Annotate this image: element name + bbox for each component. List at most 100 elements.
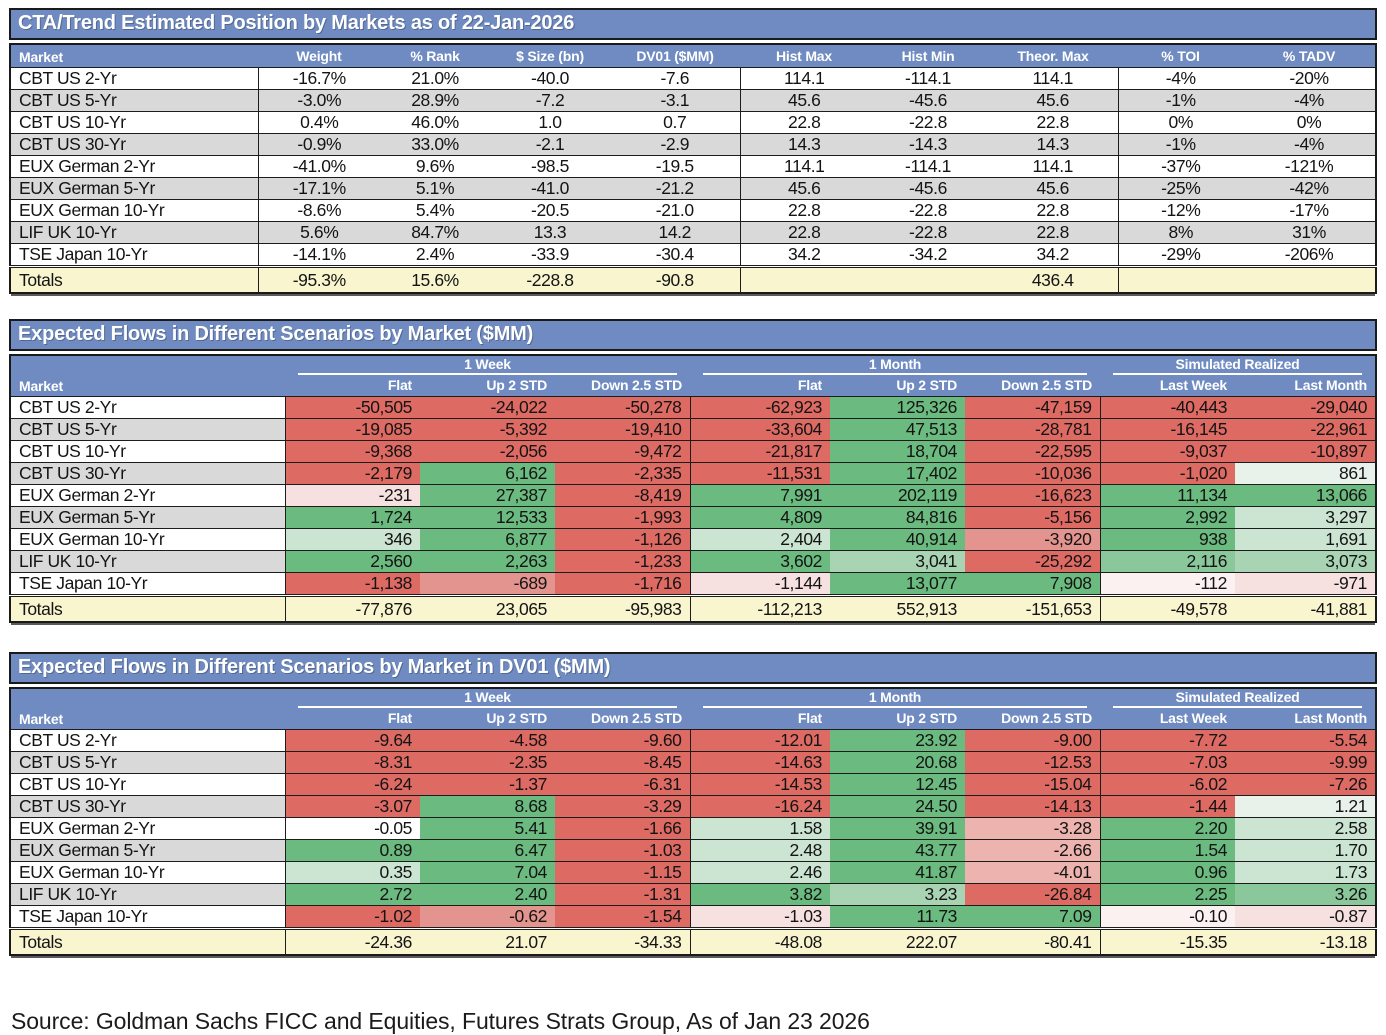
value-cell: -16.24	[689, 795, 830, 818]
cell: -45.6	[868, 89, 988, 112]
table-row: CBT US 30-Yr -0.9% 33.0% -2.1 -2.9 14.3 -14.3 1…	[10, 133, 1376, 156]
column-header: Flat	[285, 708, 420, 730]
cell: -33.9	[490, 243, 610, 267]
value-cell: -0.10	[1099, 905, 1236, 929]
value-cell: -689	[420, 572, 555, 596]
cell: 45.6	[739, 177, 868, 200]
value-cell: 2.58	[1235, 817, 1377, 840]
market-cell: CBT US 30-Yr	[10, 133, 258, 156]
totals-cell	[868, 265, 988, 293]
value-cell: -19,085	[284, 418, 420, 441]
table-row: EUX German 5-Yr 1,724 12,533 -1,993 4,809 84,…	[10, 506, 1377, 529]
value-cell: 1.21	[1235, 795, 1377, 818]
cell: -2.9	[610, 133, 740, 156]
cell: -17.1%	[257, 177, 380, 200]
column-header: Hist Max	[740, 44, 868, 68]
value-cell: 17,402	[830, 462, 965, 485]
value-cell: -1,993	[555, 506, 690, 529]
cell: 14.3	[988, 133, 1118, 156]
cell: -7.2	[490, 89, 610, 112]
table-row: CBT US 10-Yr -6.24 -1.37 -6.31 -14.53 12.45 -1…	[10, 773, 1377, 796]
value-cell: 1.58	[689, 817, 830, 840]
value-cell: 2.40	[420, 883, 555, 906]
column-header: Market	[10, 44, 258, 68]
cell: -41.0	[490, 177, 610, 200]
column-header: Hist Min	[868, 44, 988, 68]
market-cell: CBT US 5-Yr	[10, 89, 258, 112]
column-header: Up 2 STD	[830, 708, 965, 730]
column-header: % Rank	[380, 44, 490, 68]
cell: -25%	[1117, 177, 1243, 200]
cell: -21.0	[610, 199, 740, 222]
table-row: LIF UK 10-Yr 2.72 2.40 -1.31 3.82 3.23 -26.84 2…	[10, 883, 1377, 906]
value-cell: 5.41	[420, 817, 555, 840]
value-cell: -22,595	[965, 440, 1101, 463]
market-cell: CBT US 30-Yr	[10, 462, 285, 485]
value-cell: 2.20	[1099, 817, 1236, 840]
cell: 114.1	[988, 155, 1118, 178]
cell: -20.5	[490, 199, 610, 222]
value-cell: -9.60	[555, 729, 690, 752]
value-cell: 47,513	[830, 418, 965, 441]
totals-cell: 222.07	[830, 927, 965, 955]
column-header: Down 2.5 STD	[965, 375, 1101, 397]
market-cell: EUX German 5-Yr	[10, 177, 258, 200]
table-row: CBT US 5-Yr -3.0% 28.9% -7.2 -3.1 45.6 -45.6 45…	[10, 89, 1376, 112]
totals-cell: -95.3%	[257, 265, 380, 293]
value-cell: -8,419	[555, 484, 690, 507]
value-cell: 23.92	[830, 729, 965, 752]
value-cell: -21,817	[689, 440, 830, 463]
value-cell: -1.66	[555, 817, 690, 840]
column-header: Flat	[690, 708, 830, 730]
flows-dv01-table-section: Expected Flows in Different Scenarios by…	[9, 652, 1378, 956]
value-cell: 3.26	[1235, 883, 1377, 906]
value-cell: 11,134	[1099, 484, 1236, 507]
totals-cell	[1243, 265, 1376, 293]
value-cell: -2,335	[555, 462, 690, 485]
value-cell: 3,602	[689, 550, 830, 573]
value-cell: 7,908	[965, 572, 1101, 596]
value-cell: -5,392	[420, 418, 555, 441]
value-cell: -62,923	[689, 396, 830, 419]
value-cell: -10,036	[965, 462, 1101, 485]
value-cell: -9.99	[1235, 751, 1377, 774]
market-cell: LIF UK 10-Yr	[10, 221, 258, 244]
cell: -17%	[1243, 199, 1376, 222]
cell: 1.0	[490, 111, 610, 134]
value-cell: 84,816	[830, 506, 965, 529]
cell: 22.8	[988, 111, 1118, 134]
value-cell: -1,126	[555, 528, 690, 551]
cell: 45.6	[739, 89, 868, 112]
value-cell: -14.63	[689, 751, 830, 774]
value-cell: 41.87	[830, 861, 965, 884]
table-row: LIF UK 10-Yr 5.6% 84.7% 13.3 14.2 22.8 -22.8 22…	[10, 221, 1376, 244]
cell: -42%	[1243, 177, 1376, 200]
market-cell: EUX German 2-Yr	[10, 817, 285, 840]
cell: -19.5	[610, 155, 740, 178]
value-cell: -0.62	[420, 905, 555, 929]
value-cell: -3,920	[965, 528, 1101, 551]
table-row: CBT US 2-Yr -9.64 -4.58 -9.60 -12.01 23.92 -9.…	[10, 729, 1377, 752]
cell: -114.1	[868, 155, 988, 178]
market-cell: CBT US 2-Yr	[10, 396, 285, 419]
cell: 114.1	[988, 67, 1118, 90]
group-header-label: 1 Week	[298, 689, 677, 708]
cell: -1%	[1117, 89, 1243, 112]
value-cell: -1.02	[284, 905, 420, 929]
value-cell: -1.31	[555, 883, 690, 906]
market-cell: CBT US 5-Yr	[10, 751, 285, 774]
totals-cell: -112,213	[689, 594, 830, 622]
value-cell: -3.28	[965, 817, 1101, 840]
value-cell: 2,560	[284, 550, 420, 573]
column-header: Last Month	[1235, 375, 1377, 397]
value-cell: -6.24	[284, 773, 420, 796]
group-header-label: Simulated Realized	[1113, 356, 1363, 375]
cell: 22.8	[739, 221, 868, 244]
flows-dv01-table-title: Expected Flows in Different Scenarios by…	[9, 652, 1377, 684]
value-cell: -4.58	[420, 729, 555, 752]
cell: -4%	[1243, 133, 1376, 156]
value-cell: -1,716	[555, 572, 690, 596]
cell: 45.6	[988, 89, 1118, 112]
value-cell: -47,159	[965, 396, 1101, 419]
cell: -2.1	[490, 133, 610, 156]
